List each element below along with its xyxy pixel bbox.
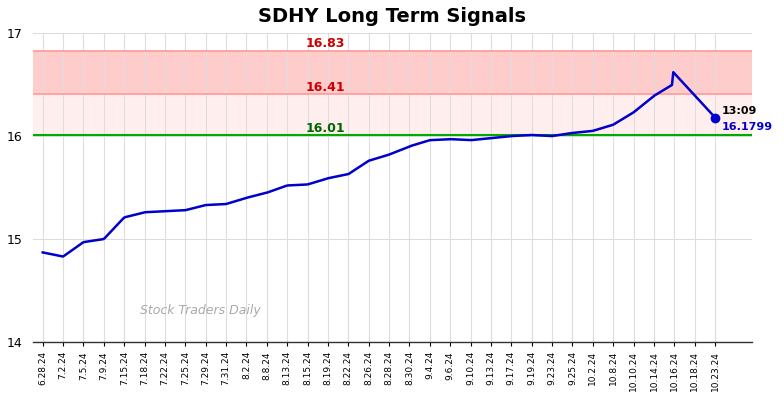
Bar bbox=[33, 51, 752, 94]
Text: 16.01: 16.01 bbox=[305, 122, 345, 135]
Text: 16.1799: 16.1799 bbox=[721, 122, 772, 132]
Text: 13:09: 13:09 bbox=[721, 106, 757, 116]
Text: 16.41: 16.41 bbox=[305, 81, 345, 94]
Text: Stock Traders Daily: Stock Traders Daily bbox=[140, 304, 261, 317]
Title: SDHY Long Term Signals: SDHY Long Term Signals bbox=[258, 7, 526, 26]
Text: 16.83: 16.83 bbox=[306, 37, 345, 51]
Bar bbox=[33, 94, 752, 135]
